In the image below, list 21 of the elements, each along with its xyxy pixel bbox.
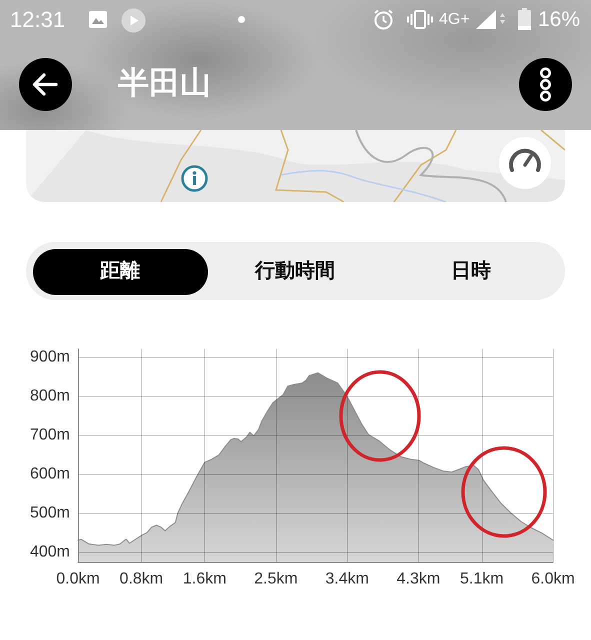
text: 4G+ [439,10,470,30]
text: 16% [538,8,580,32]
y-tick-label: 400m [30,544,70,561]
x-tick-label: 2.5km [254,570,298,588]
x-tick-label: 0.8km [120,570,164,588]
x-tick-label: 4.3km [396,570,440,588]
y-tick-label: 500m [30,504,70,522]
x-tick-label: 3.4km [325,570,369,588]
x-tick-label: 1.6km [182,570,226,588]
text: 日時 [450,259,492,284]
text: 距離 [99,259,141,284]
x-tick-label: 5.1km [460,570,504,588]
text: 12:31 [10,7,66,33]
chart-title: 半田山 [118,64,211,102]
x-tick-label: 6.0km [531,570,575,588]
y-tick-label: 700m [30,426,70,444]
y-tick-label: 600m [30,466,70,483]
text: 行動時間 [254,259,336,284]
y-tick-label: 900m [30,348,70,366]
y-tick-label: 800m [30,387,70,404]
x-tick-label: 0.0km [56,570,100,588]
